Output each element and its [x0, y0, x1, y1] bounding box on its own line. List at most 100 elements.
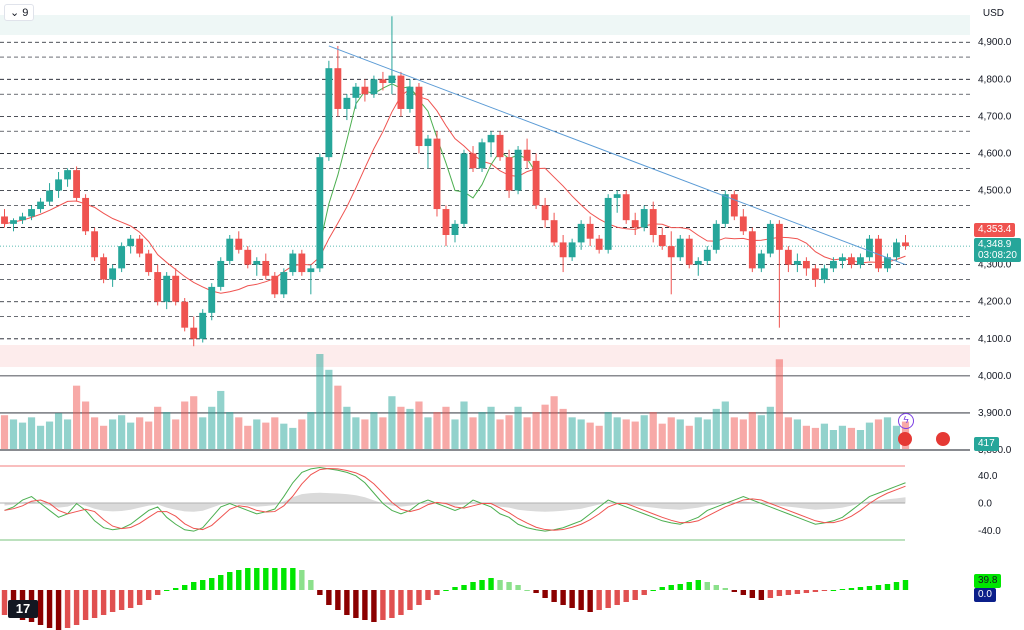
oscillator-bar: [542, 590, 548, 598]
volume-bar: [136, 417, 144, 449]
candle: [775, 220, 783, 328]
volume-bar: [820, 423, 829, 449]
volume-bar: [460, 401, 468, 449]
candle-body: [190, 327, 198, 339]
candle-body: [784, 249, 792, 265]
volume-bar: [676, 419, 684, 449]
oscillator-bar: [118, 590, 125, 610]
volume-bar: [18, 422, 27, 449]
candle: [604, 194, 612, 254]
candle: [388, 16, 396, 95]
candle-body: [1, 216, 8, 224]
oscillator-bar: [650, 590, 656, 591]
stoch-tick-label: 40.0: [978, 471, 998, 482]
volume-bar: [496, 419, 504, 449]
candle: [343, 94, 351, 121]
candle: [766, 220, 774, 258]
volume-bar: [253, 419, 261, 449]
volume-bar: [550, 396, 558, 449]
oscillator-bar: [632, 590, 638, 600]
oscillator-bar: [191, 582, 197, 590]
oscillator-bar: [740, 590, 747, 595]
candle-body: [541, 205, 549, 221]
oscillator-bar: [614, 590, 620, 605]
candle-body: [658, 235, 666, 247]
candle-body: [586, 223, 594, 239]
volume-bar: [613, 417, 621, 449]
candle-body: [631, 220, 639, 228]
candle-body: [442, 209, 450, 235]
candle: [532, 153, 540, 210]
oscillator-bar: [64, 590, 71, 628]
candle: [118, 242, 126, 273]
volume-bar: [847, 427, 856, 449]
volume-bar: [397, 406, 405, 449]
candle-body: [839, 257, 846, 261]
candle-body: [550, 220, 558, 243]
candle: [325, 60, 333, 161]
interval-button[interactable]: ⌄ 9: [4, 4, 35, 21]
trendline-line: [328, 45, 906, 266]
volume-bar: [658, 423, 666, 449]
volume-bar: [154, 406, 162, 449]
volume-bar: [63, 419, 72, 449]
oscillator-bar: [758, 590, 765, 600]
volume-bar: [541, 404, 549, 449]
candle: [496, 131, 504, 161]
volume-bar: [595, 425, 603, 449]
candle: [478, 138, 486, 172]
currency-label[interactable]: USD: [982, 8, 1004, 19]
candle: [127, 235, 135, 254]
oscillator-bar: [55, 590, 62, 630]
candle: [848, 253, 855, 269]
stoch-d-line: [4, 467, 906, 531]
volume-tag: 417: [974, 437, 999, 451]
volume-bar: [802, 425, 810, 449]
candle-body: [649, 209, 657, 235]
candle-body: [118, 246, 126, 269]
candle: [433, 131, 441, 217]
candle: [379, 71, 387, 91]
candle: [10, 218, 17, 232]
candle: [649, 201, 657, 243]
candle-body: [857, 257, 864, 265]
volume-bar: [388, 396, 396, 449]
candle: [361, 79, 369, 102]
candle: [568, 238, 576, 261]
volume-bar: [784, 417, 792, 449]
oscillator-bar: [668, 585, 674, 590]
price-tick-label: 4,100.0: [978, 334, 1012, 345]
volume-bar: [694, 417, 702, 449]
candle: [757, 249, 765, 273]
candle: [541, 197, 549, 228]
trendline[interactable]: [328, 45, 906, 266]
volume-bar: [757, 415, 765, 449]
candle-body: [811, 268, 819, 280]
candle-body: [748, 231, 756, 269]
lightning-icon[interactable]: ϟ: [898, 413, 914, 429]
stoch-tick-label: 0.0: [978, 499, 992, 510]
volume-bar: [271, 417, 279, 449]
candle: [613, 190, 621, 213]
candle-body: [397, 75, 405, 109]
candle-body: [613, 194, 621, 198]
candle-body: [902, 242, 909, 247]
stochastic-axis: 40.0 0.0 -40.0: [978, 471, 1001, 537]
volume-bar: [811, 427, 819, 449]
flag-event-icon[interactable]: [936, 432, 950, 446]
volume-bar: [559, 408, 567, 449]
oscillator-bar: [245, 568, 251, 590]
candle: [136, 235, 144, 258]
volume-bar: [514, 406, 522, 449]
volume-bar: [289, 427, 297, 449]
flag-event-icon[interactable]: [898, 432, 912, 446]
candle: [73, 166, 81, 202]
candle: [442, 205, 450, 247]
candle-body: [568, 242, 576, 258]
candle: [244, 246, 252, 269]
oscillator-bar: [145, 590, 152, 600]
candle-body: [208, 286, 216, 313]
candle-body: [415, 86, 423, 147]
candle: [893, 238, 900, 261]
